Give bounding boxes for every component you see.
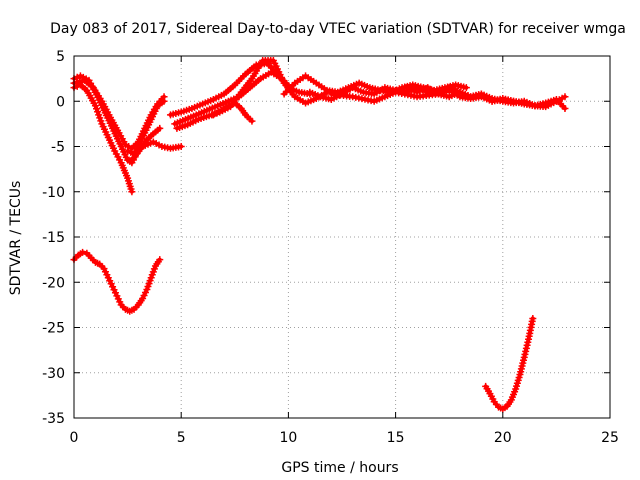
x-tick-label: 10 — [279, 430, 297, 446]
y-tick-label: -10 — [42, 185, 65, 201]
series-s2 — [70, 81, 136, 196]
y-tick-label: -35 — [42, 411, 65, 427]
series-layer — [70, 57, 569, 413]
x-tick-label: 0 — [70, 430, 79, 446]
series-s9 — [209, 99, 256, 125]
data-point — [156, 256, 164, 264]
y-tick-label: -15 — [42, 230, 65, 246]
data-point — [128, 188, 136, 196]
data-point — [248, 117, 256, 125]
data-point — [160, 97, 168, 105]
series-s8 — [173, 57, 331, 132]
data-point — [552, 97, 560, 105]
y-tick-label: 0 — [56, 94, 65, 110]
y-tick-label: -25 — [42, 321, 65, 337]
x-tick-label: 15 — [387, 430, 405, 446]
chart-title: Day 083 of 2017, Sidereal Day-to-day VTE… — [50, 21, 626, 37]
series-s5 — [128, 138, 185, 164]
data-point — [529, 314, 537, 322]
x-tick-label: 20 — [494, 430, 512, 446]
y-tick-label: -5 — [51, 140, 65, 156]
data-point — [79, 248, 87, 256]
series-s15 — [482, 314, 537, 413]
y-tick-label: 5 — [56, 49, 65, 65]
data-point — [124, 147, 132, 155]
y-tick-label: -30 — [42, 366, 65, 382]
data-point — [561, 93, 569, 101]
x-axis-label: GPS time / hours — [281, 460, 398, 476]
axis-ticks: 0 5 10 15 20 25 5 0 -5 -10 -15 -20 -25 -30 -35 — [42, 49, 619, 446]
y-axis-label: SDTVAR / TECUs — [8, 181, 24, 296]
data-point — [462, 84, 470, 92]
series-s13 — [402, 84, 560, 110]
data-point — [156, 124, 164, 132]
data-point — [127, 148, 135, 156]
grid — [74, 56, 610, 418]
series-s14 — [70, 248, 164, 315]
y-tick-label: -20 — [42, 275, 65, 291]
data-point — [177, 143, 185, 150]
series-s7 — [171, 68, 297, 128]
x-tick-label: 25 — [601, 430, 619, 446]
x-tick-label: 5 — [177, 430, 186, 446]
data-point — [561, 104, 569, 112]
